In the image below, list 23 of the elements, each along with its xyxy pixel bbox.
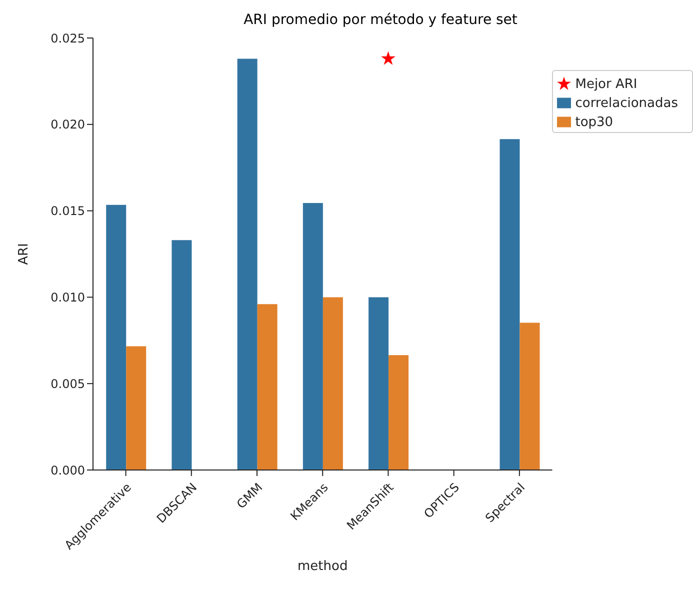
x-axis-title: method — [298, 559, 348, 574]
y-axis-title: ARI — [16, 243, 32, 265]
bar — [106, 204, 126, 470]
bar — [322, 297, 343, 470]
y-tick-label: 0.005 — [50, 376, 85, 391]
bar — [257, 304, 278, 470]
bar — [126, 346, 146, 470]
bar — [520, 322, 540, 470]
bar — [172, 240, 192, 470]
legend-label: correlacionadas — [575, 96, 678, 111]
legend-label: Mejor ARI — [575, 77, 638, 92]
bar — [368, 297, 389, 470]
bar — [237, 58, 258, 470]
bar — [500, 139, 520, 470]
y-tick-label: 0.015 — [50, 204, 85, 218]
y-tick-label: 0.025 — [50, 31, 85, 46]
y-tick-label: 0.020 — [50, 118, 85, 132]
legend-label: top30 — [575, 115, 614, 130]
y-tick-label: 0.000 — [50, 463, 85, 478]
chart-title: ARI promedio por método y feature set — [242, 11, 518, 30]
bar — [302, 203, 323, 470]
y-tick-label: 0.010 — [50, 290, 85, 304]
bar — [388, 355, 409, 470]
